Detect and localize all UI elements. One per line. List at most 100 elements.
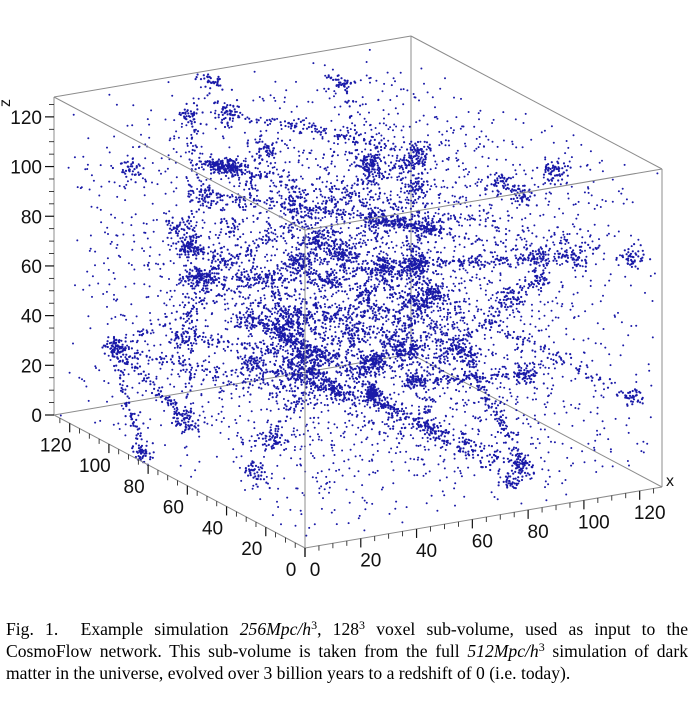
data-point bbox=[253, 197, 256, 201]
data-point bbox=[496, 404, 500, 407]
data-point bbox=[213, 272, 216, 275]
data-point bbox=[270, 282, 273, 285]
data-point bbox=[225, 375, 228, 378]
data-point bbox=[347, 311, 350, 314]
data-point bbox=[219, 221, 222, 224]
data-point bbox=[449, 261, 452, 264]
data-point bbox=[257, 245, 260, 248]
data-point bbox=[263, 201, 266, 204]
data-point bbox=[452, 336, 455, 339]
data-point bbox=[329, 381, 332, 384]
data-point bbox=[325, 275, 329, 278]
data-point bbox=[400, 308, 403, 311]
data-point bbox=[124, 415, 127, 418]
data-point bbox=[356, 214, 359, 217]
data-point bbox=[263, 342, 266, 345]
data-point bbox=[117, 369, 120, 372]
data-point bbox=[478, 375, 481, 378]
data-point bbox=[411, 286, 414, 289]
data-point bbox=[510, 431, 513, 434]
data-point bbox=[419, 345, 422, 348]
data-point bbox=[368, 140, 371, 143]
data-point bbox=[300, 383, 303, 386]
data-point bbox=[232, 230, 235, 233]
data-point bbox=[433, 325, 436, 329]
data-point bbox=[477, 263, 480, 266]
data-point bbox=[360, 293, 363, 297]
data-point bbox=[130, 416, 133, 419]
data-point bbox=[267, 236, 270, 239]
data-point bbox=[429, 398, 432, 401]
data-point bbox=[506, 298, 509, 301]
data-point bbox=[409, 412, 412, 415]
data-point bbox=[285, 405, 288, 408]
data-point bbox=[195, 163, 198, 166]
data-point bbox=[504, 233, 508, 236]
data-point bbox=[221, 162, 224, 165]
data-point bbox=[358, 253, 361, 256]
data-point bbox=[222, 286, 225, 289]
data-point bbox=[393, 370, 397, 373]
data-point bbox=[359, 368, 362, 371]
data-point bbox=[415, 222, 418, 225]
data-point bbox=[323, 334, 327, 337]
data-point bbox=[522, 230, 525, 233]
data-point bbox=[125, 401, 128, 404]
data-point bbox=[372, 175, 375, 178]
data-point bbox=[523, 246, 526, 249]
data-point bbox=[335, 263, 338, 266]
data-point bbox=[495, 410, 498, 413]
data-point bbox=[249, 180, 253, 183]
data-point bbox=[326, 358, 330, 361]
data-point bbox=[458, 258, 461, 261]
data-point bbox=[470, 255, 474, 258]
data-point bbox=[372, 287, 376, 290]
data-point bbox=[301, 379, 304, 382]
data-point bbox=[129, 424, 132, 427]
data-point bbox=[322, 207, 325, 210]
data-point bbox=[388, 337, 391, 340]
data-point bbox=[510, 249, 513, 252]
data-point bbox=[321, 354, 325, 358]
data-point bbox=[349, 135, 352, 138]
data-point bbox=[392, 142, 395, 145]
data-point bbox=[493, 236, 496, 239]
data-point bbox=[478, 377, 482, 380]
data-point bbox=[255, 174, 258, 177]
data-point bbox=[313, 386, 317, 389]
data-point bbox=[310, 263, 313, 266]
data-point bbox=[293, 377, 296, 380]
data-point bbox=[190, 235, 193, 238]
data-point bbox=[282, 232, 285, 235]
data-point bbox=[272, 147, 275, 150]
data-point bbox=[272, 279, 275, 282]
data-point bbox=[395, 331, 398, 334]
data-point bbox=[256, 362, 259, 365]
data-point bbox=[420, 317, 423, 320]
data-point bbox=[206, 164, 210, 167]
data-point bbox=[424, 385, 427, 388]
data-point bbox=[252, 265, 255, 268]
data-point bbox=[374, 274, 377, 277]
data-point bbox=[288, 329, 291, 332]
data-point bbox=[420, 366, 423, 369]
data-point bbox=[403, 224, 406, 227]
data-point bbox=[438, 265, 441, 268]
data-point bbox=[463, 370, 467, 373]
data-point bbox=[538, 255, 541, 258]
data-point bbox=[387, 219, 390, 222]
data-point bbox=[255, 367, 258, 370]
data-point bbox=[337, 309, 341, 312]
data-point bbox=[241, 280, 244, 283]
data-point bbox=[323, 357, 326, 360]
data-point bbox=[249, 182, 252, 185]
data-point bbox=[373, 183, 376, 186]
data-point bbox=[320, 344, 324, 347]
data-point bbox=[188, 371, 191, 374]
data-point bbox=[333, 284, 337, 287]
data-point bbox=[209, 155, 212, 159]
data-point bbox=[377, 387, 380, 390]
data-point bbox=[275, 239, 278, 243]
data-point bbox=[451, 259, 454, 262]
data-point bbox=[488, 381, 491, 384]
